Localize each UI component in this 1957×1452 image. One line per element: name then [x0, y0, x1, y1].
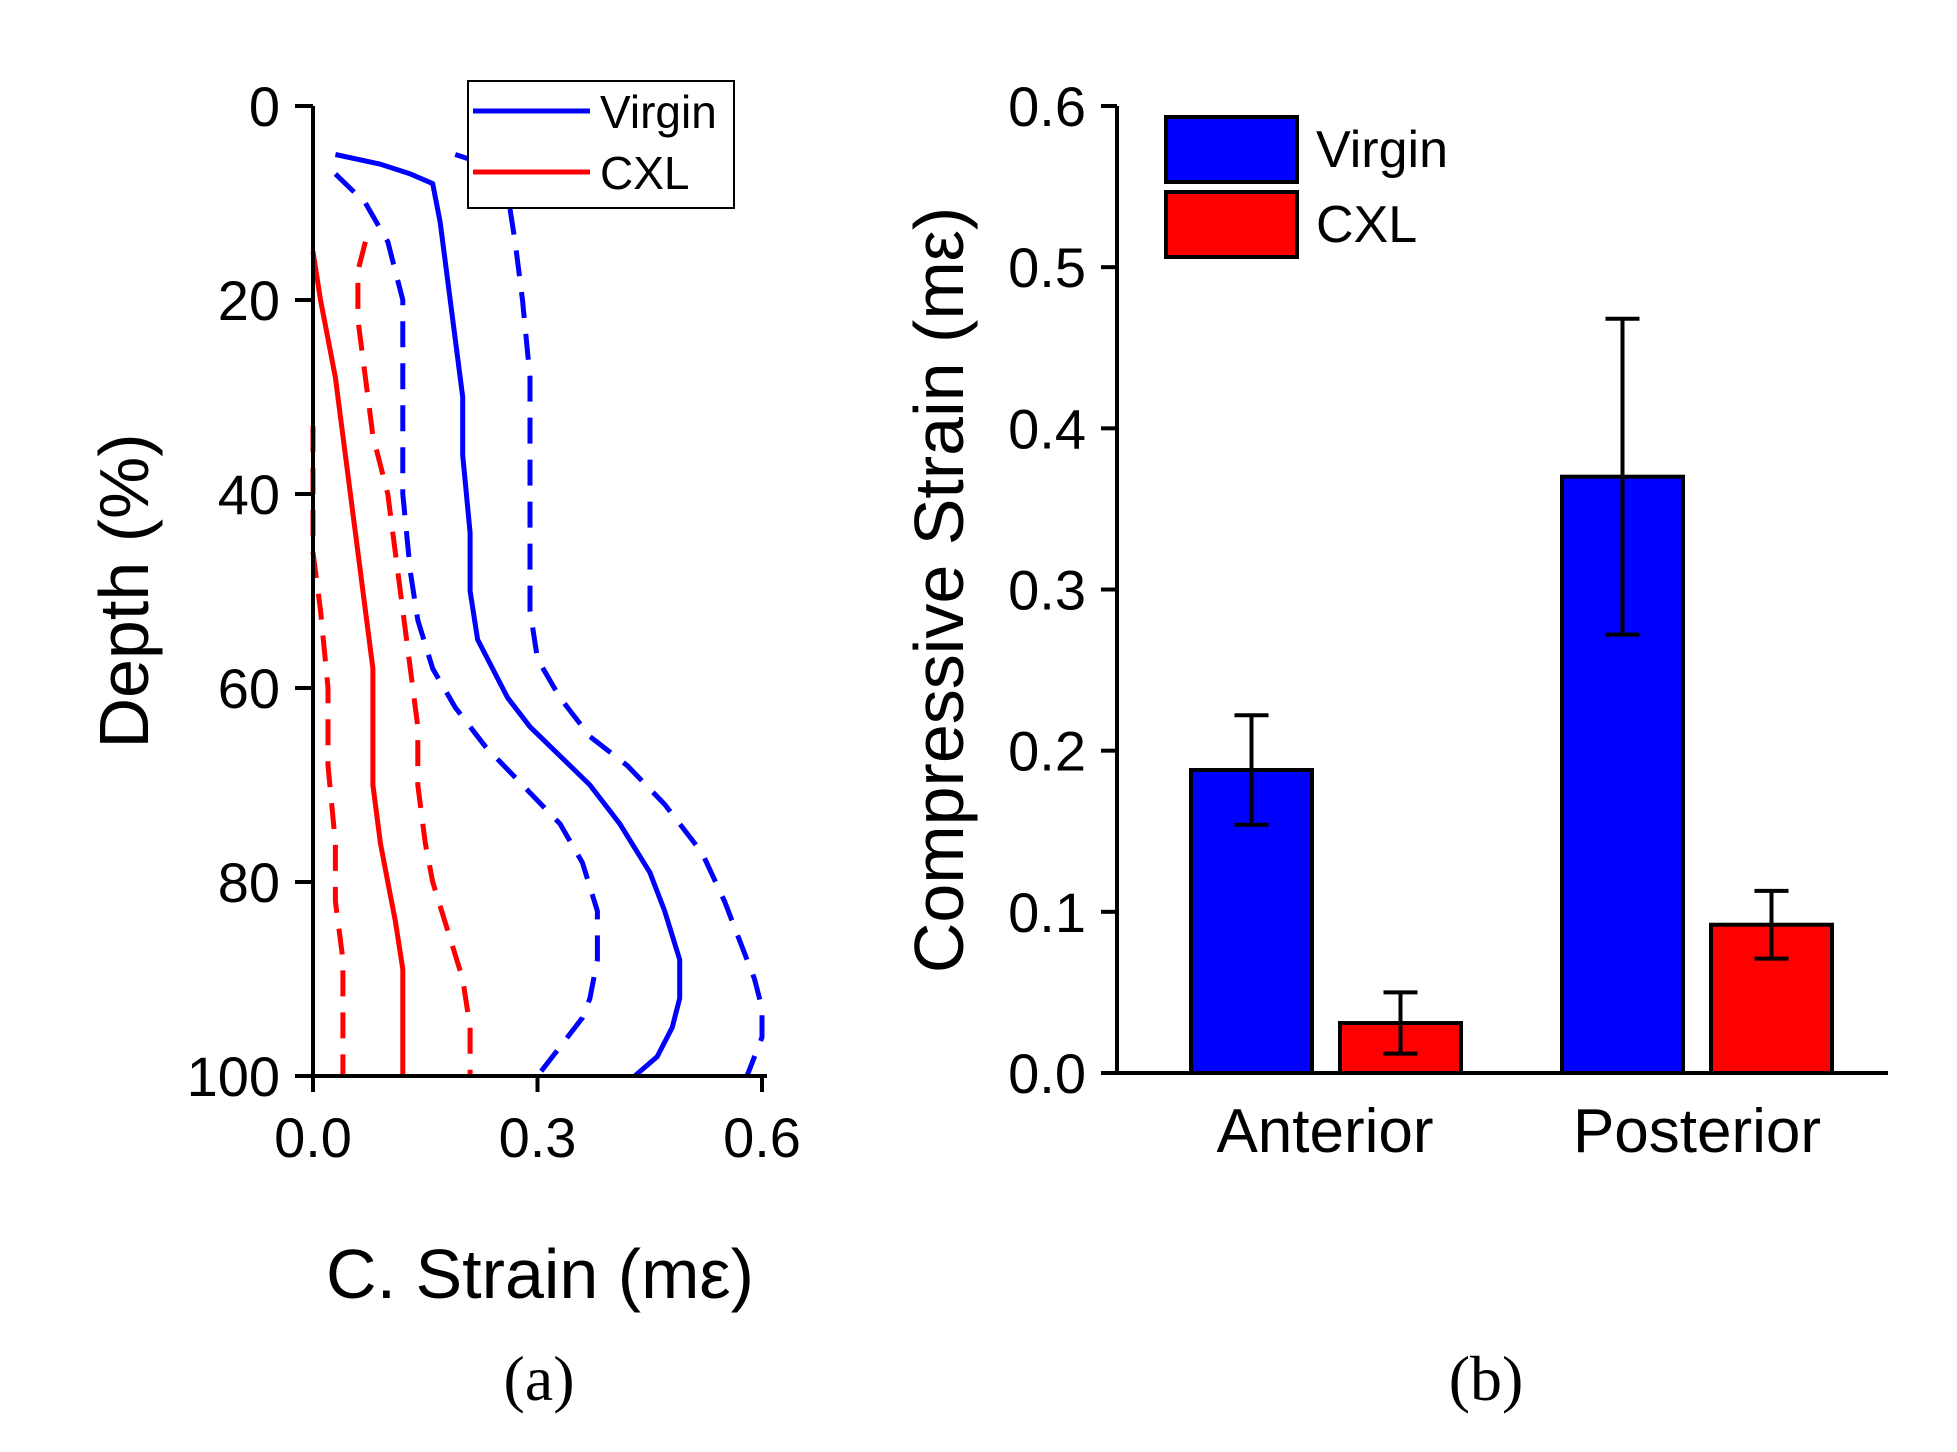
- panel-b-bar-chart: 0.00.10.20.30.40.50.6 Anterior Posterior …: [900, 75, 1888, 1414]
- y-tick-label: 0: [249, 75, 280, 138]
- panel-a-caption: (a): [503, 1343, 574, 1414]
- series-line-cxl-lower-bound: [310, 426, 346, 1076]
- panel-b-caption: (b): [1449, 1343, 1524, 1414]
- panel-a-legend-virgin-label: Virgin: [600, 86, 717, 138]
- y-tick-label: 60: [218, 657, 280, 720]
- y-tick-label: 0.0: [1008, 1042, 1086, 1105]
- y-tick-label: 0.6: [1008, 75, 1086, 138]
- panel-a-x-ticks: 0.0 0.3 0.6: [274, 1076, 801, 1169]
- category-label-anterior: Anterior: [1216, 1097, 1433, 1166]
- series-line-cxl: [310, 251, 406, 1076]
- panel-b-legend-cxl-label: CXL: [1316, 196, 1417, 254]
- panel-b-y-ticks: 0.0 0.1 0.2 0.3 0.4 0.5 0.6: [1008, 75, 1117, 1105]
- panel-b-legend-virgin-swatch: [1164, 115, 1299, 184]
- y-tick-label: 40: [218, 463, 280, 526]
- panel-a-y-axis-label: Depth (%): [85, 433, 163, 748]
- panel-b-legend-cxl-swatch: [1164, 190, 1299, 259]
- panel-b-category-labels: Anterior Posterior: [1216, 1097, 1821, 1166]
- y-tick-label: 20: [218, 269, 280, 332]
- category-label-posterior: Posterior: [1573, 1097, 1821, 1166]
- panel-a-series-group: [310, 152, 765, 1078]
- x-tick-label: 0.0: [274, 1106, 352, 1169]
- panel-a-line-chart: 0 20 40 60 80 100 0.0 0.3 0.6 Virgin CXL Depth …: [85, 75, 801, 1414]
- series-line-virgin-lower-bound: [333, 172, 600, 1078]
- panel-a-y-ticks: 0 20 40 60 80 100: [187, 75, 313, 1108]
- y-tick-label: 0.3: [1008, 559, 1086, 622]
- y-tick-label: 0.5: [1008, 236, 1086, 299]
- x-tick-label: 0.3: [499, 1106, 577, 1169]
- panel-a-legend-box: [467, 80, 735, 209]
- panel-b-legend-virgin-label: Virgin: [1316, 121, 1448, 179]
- y-tick-label: 80: [218, 851, 280, 914]
- y-tick-label: 0.2: [1008, 720, 1086, 783]
- y-tick-label: 100: [187, 1045, 280, 1108]
- series-line-virgin: [334, 152, 683, 1078]
- x-tick-label: 0.6: [723, 1106, 801, 1169]
- y-tick-label: 0.1: [1008, 881, 1086, 944]
- panel-a-legend-cxl-label: CXL: [600, 147, 689, 199]
- series-line-virgin-upper-bound: [454, 152, 765, 1077]
- panel-b-legend: Virgin CXL: [1164, 115, 1448, 259]
- panel-a-legend: Virgin CXL: [467, 80, 735, 209]
- series-line-cxl-upper-bound: [355, 241, 473, 1076]
- panel-b-y-axis-label: Compressive Strain (mε): [900, 207, 978, 973]
- panel-a-x-axis-label: C. Strain (mε): [326, 1235, 754, 1313]
- panel-b-bars-group: [1189, 316, 1834, 1076]
- y-tick-label: 0.4: [1008, 397, 1086, 460]
